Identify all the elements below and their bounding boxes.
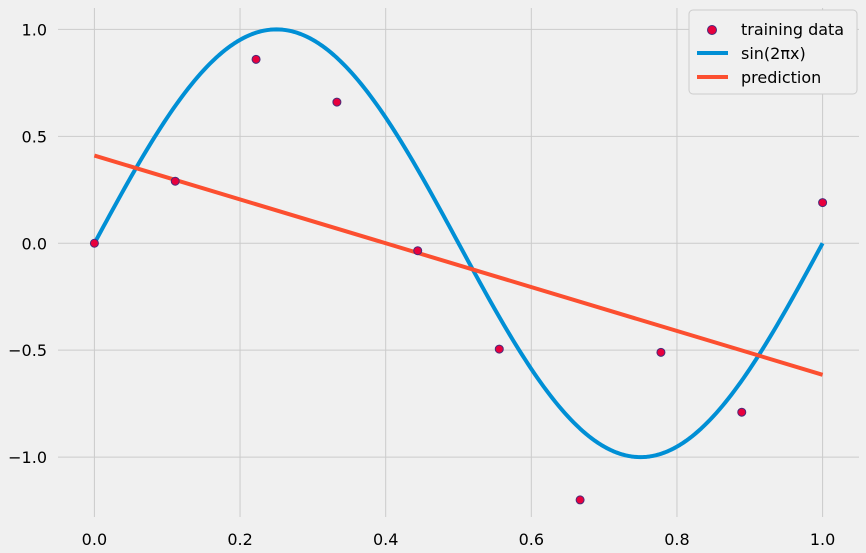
legend-label-sine: sin(2πx): [741, 44, 806, 63]
training-data-point: [89, 238, 99, 248]
legend-label-prediction: prediction: [741, 68, 821, 87]
training-data-point: [251, 54, 261, 64]
training-data-point: [494, 344, 504, 354]
training-data-point: [575, 495, 585, 505]
x-axis-ticks: 0.0 0.2 0.4 0.6 0.8 1.0: [82, 530, 836, 549]
x-tick-label: 0.4: [373, 530, 398, 549]
y-tick-label: −0.5: [8, 341, 47, 360]
legend-label-training-data: training data: [741, 20, 844, 39]
x-tick-label: 0.0: [82, 530, 107, 549]
scatter-points: [89, 54, 828, 505]
training-data-point: [656, 347, 666, 357]
training-data-point: [170, 176, 180, 186]
x-tick-label: 0.2: [227, 530, 252, 549]
sine-curve: [92, 27, 825, 460]
legend-box: [688, 9, 858, 95]
x-tick-label: 0.8: [664, 530, 689, 549]
y-tick-label: 0.5: [22, 127, 47, 146]
y-tick-label: 0.0: [22, 234, 47, 253]
legend-marker-training-data: [707, 25, 717, 35]
x-tick-label: 1.0: [810, 530, 835, 549]
x-tick-label: 0.6: [519, 530, 544, 549]
training-data-point: [413, 246, 423, 256]
y-tick-label: −1.0: [8, 448, 47, 467]
training-data-point: [332, 97, 342, 107]
y-axis-ticks: 1.0 0.5 0.0 −0.5 −1.0: [8, 20, 47, 467]
prediction-line: [93, 153, 824, 377]
training-data-point: [737, 407, 747, 417]
training-data-point: [818, 198, 828, 208]
y-tick-label: 1.0: [22, 20, 47, 39]
legend: training data sin(2πx) prediction: [688, 9, 858, 95]
plot-area: [92, 27, 825, 460]
